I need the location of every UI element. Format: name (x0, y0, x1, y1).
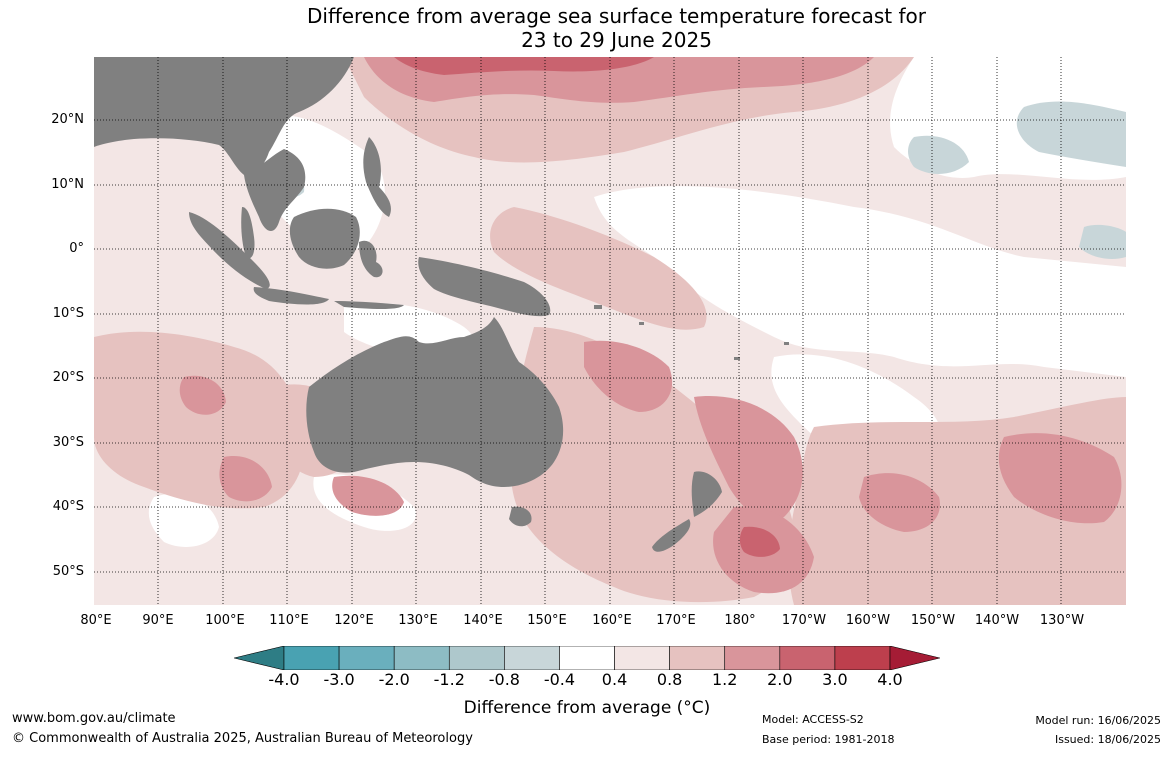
footer-issued: Issued: 18/06/2025 (1054, 733, 1161, 746)
colorbar-tick-label: 2.0 (767, 670, 793, 689)
graticule (94, 57, 1126, 605)
land-malay-peninsula (241, 207, 255, 259)
land-islands (639, 322, 644, 325)
anomaly-cool-region (1079, 224, 1126, 259)
colorbar-tick-label: -2.0 (378, 670, 410, 689)
land-islands (784, 342, 789, 345)
colorbar-tick-label: -3.0 (323, 670, 355, 689)
land-sumatra (189, 212, 270, 289)
colorbar-tick-label: 1.2 (711, 670, 738, 689)
lat-label: 20°S (52, 370, 84, 385)
land-australia (306, 317, 564, 487)
map-title-line1: Difference from average sea surface temp… (306, 4, 926, 28)
lat-label: 40°S (52, 499, 84, 514)
anomaly-warm-region (219, 456, 272, 502)
colorbar-segment (669, 646, 726, 670)
map-title: Difference from average sea surface temp… (0, 4, 1173, 52)
footer-copyright: © Commonwealth of Australia 2025, Austra… (12, 731, 473, 746)
footer-model-run: Model run: 16/06/2025 (1035, 714, 1161, 727)
anomaly-cool-region (1016, 101, 1126, 167)
colorbar-label: Difference from average (°C) (463, 698, 711, 718)
land-islands (594, 305, 602, 309)
colorbar-tick-label: -4.0 (268, 670, 300, 689)
colorbar-tick-label: 3.0 (822, 670, 848, 689)
anomaly-warm-region (490, 207, 707, 330)
colorbar-segment (614, 646, 670, 670)
lat-label: 0° (69, 241, 84, 256)
anomaly-warm-region (998, 433, 1122, 524)
anomaly-cool-region (908, 135, 969, 174)
colorbar-segment (779, 646, 836, 670)
colorbar-tick-label: -1.2 (433, 670, 465, 689)
colorbar-segment (283, 646, 340, 670)
lat-label: 30°S (52, 435, 84, 450)
lon-label: 150°W (910, 613, 956, 628)
land-asia (94, 57, 354, 176)
land-new-zealand-north (691, 471, 722, 517)
lon-label: 80°E (80, 613, 112, 628)
map-title-line2: 23 to 29 June 2025 (521, 28, 712, 52)
lat-label: 10°N (51, 177, 84, 192)
lon-label: 110°E (269, 613, 309, 628)
colorbar-extend-low (234, 646, 285, 670)
land-indochina (244, 149, 306, 232)
anomaly-warm-region (332, 475, 404, 516)
land-new-zealand-south (652, 519, 691, 552)
colorbar-tick-label: -0.8 (488, 670, 520, 689)
lon-label: 130°E (398, 613, 438, 628)
footer-url[interactable]: www.bom.gov.au/climate (12, 711, 176, 726)
anomaly-warm-region (584, 340, 673, 412)
map-svg (94, 57, 1126, 605)
lon-label: 180° (724, 613, 756, 628)
lon-label: 150°E (527, 613, 567, 628)
colorbar-segment (393, 646, 450, 670)
anomaly-warm-region (859, 473, 940, 532)
lon-label: 170°W (781, 613, 827, 628)
land-new-guinea (418, 257, 551, 317)
colorbar-extend-high (889, 646, 940, 670)
colorbar-segment (724, 646, 781, 670)
anomaly-warm-region (179, 375, 226, 415)
lon-label: 140°W (974, 613, 1020, 628)
colorbar-segment (834, 646, 891, 670)
anomaly-warm-region (694, 396, 803, 521)
lat-label: 10°S (52, 306, 84, 321)
colorbar-tick-label: 0.8 (656, 670, 683, 689)
sst-anomaly-map (94, 57, 1126, 605)
land-islands (734, 357, 740, 360)
land-sulawesi (359, 240, 383, 278)
lat-label: 20°N (51, 112, 84, 127)
lon-label: 120°E (334, 613, 374, 628)
lon-label: 170°E (656, 613, 696, 628)
land-philippines (363, 137, 391, 217)
footer-model: Model: ACCESS-S2 (762, 713, 864, 726)
colorbar (234, 646, 940, 670)
colorbar-segment (338, 646, 395, 670)
anomaly-strong-warm-region (739, 526, 780, 557)
footer-base-period: Base period: 1981-2018 (762, 733, 895, 746)
lon-label: 130°W (1039, 613, 1085, 628)
lon-label: 160°E (592, 613, 632, 628)
colorbar-tick-label: 0.4 (601, 670, 628, 689)
anomaly-strong-warm-region (394, 57, 654, 75)
colorbar-tick-label: 4.0 (877, 670, 903, 689)
land-tasmania (509, 506, 532, 527)
lon-label: 90°E (142, 613, 174, 628)
lon-label: 100°E (205, 613, 245, 628)
lat-label: 50°S (52, 564, 84, 579)
land-lesser-sunda (334, 301, 404, 309)
lon-label: 140°E (463, 613, 503, 628)
lon-label: 160°W (845, 613, 891, 628)
colorbar-segment (559, 646, 615, 670)
land-java (253, 287, 329, 305)
colorbar-tick-label: -0.4 (543, 670, 576, 689)
land-borneo (289, 208, 360, 269)
anomaly-neutral-region (594, 186, 1126, 377)
colorbar-segment (448, 646, 505, 670)
colorbar-segment (504, 646, 560, 670)
